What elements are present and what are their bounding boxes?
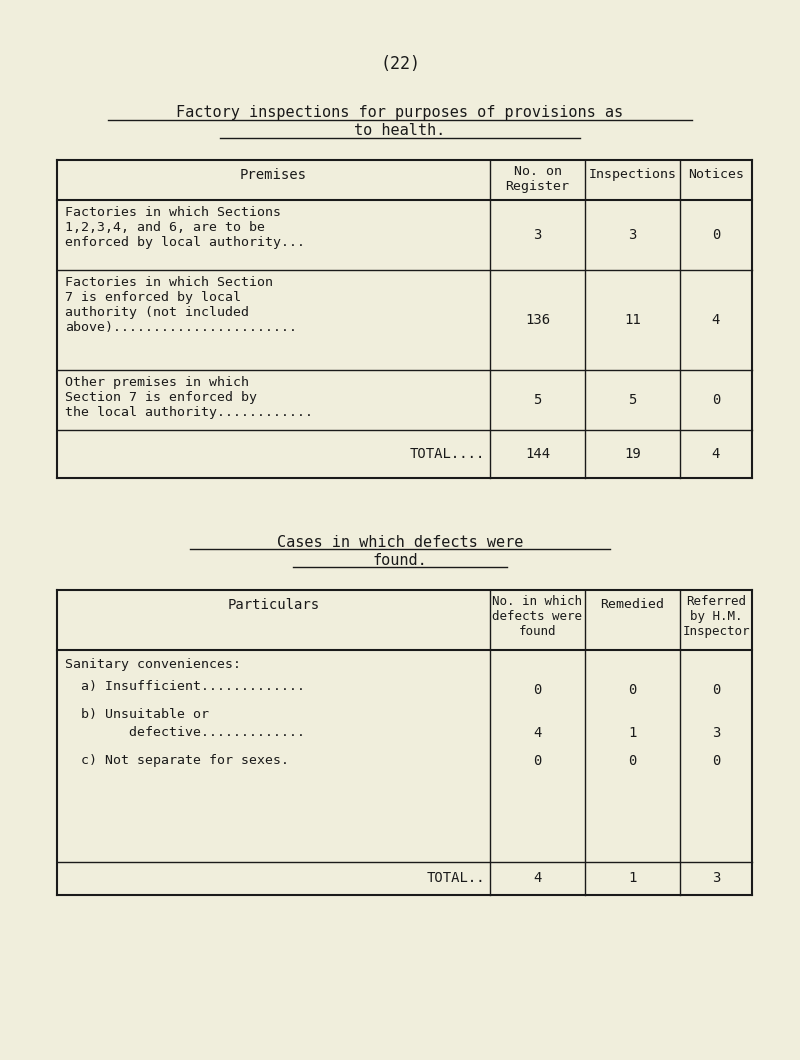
Text: No. in which
defects were
found: No. in which defects were found: [493, 595, 582, 638]
Text: 4: 4: [712, 447, 720, 461]
Text: 0: 0: [534, 683, 542, 697]
Text: Factory inspections for purposes of provisions as: Factory inspections for purposes of prov…: [177, 105, 623, 120]
Text: defective.............: defective.............: [65, 726, 305, 739]
Text: 1: 1: [628, 871, 637, 885]
Text: 5: 5: [534, 393, 542, 407]
Text: c) Not separate for sexes.: c) Not separate for sexes.: [65, 754, 289, 767]
Text: No. on
Register: No. on Register: [506, 165, 570, 193]
Text: 19: 19: [624, 447, 641, 461]
Text: 0: 0: [712, 754, 720, 768]
Text: found.: found.: [373, 553, 427, 568]
Text: 144: 144: [525, 447, 550, 461]
Text: 0: 0: [712, 393, 720, 407]
Text: to health.: to health.: [354, 123, 446, 138]
Text: 3: 3: [712, 726, 720, 740]
Text: Factories in which Section
7 is enforced by local
authority (not included
above): Factories in which Section 7 is enforced…: [65, 276, 297, 334]
Text: 0: 0: [712, 683, 720, 697]
Text: Remedied: Remedied: [601, 598, 665, 611]
Text: 5: 5: [628, 393, 637, 407]
Text: TOTAL....: TOTAL....: [410, 447, 485, 461]
Text: 4: 4: [534, 871, 542, 885]
Text: Cases in which defects were: Cases in which defects were: [277, 535, 523, 550]
Text: 4: 4: [534, 726, 542, 740]
Text: TOTAL..: TOTAL..: [426, 871, 485, 885]
Text: Notices: Notices: [688, 167, 744, 181]
Text: 0: 0: [628, 683, 637, 697]
Text: 3: 3: [628, 228, 637, 242]
Text: Premises: Premises: [240, 167, 307, 182]
Text: a) Insufficient.............: a) Insufficient.............: [65, 681, 305, 693]
Text: b) Unsuitable or: b) Unsuitable or: [65, 708, 209, 721]
Text: (22): (22): [380, 55, 420, 73]
Text: 3: 3: [534, 228, 542, 242]
Text: 1: 1: [628, 726, 637, 740]
Text: Other premises in which
Section 7 is enforced by
the local authority............: Other premises in which Section 7 is enf…: [65, 376, 313, 419]
Text: 0: 0: [628, 754, 637, 768]
Text: Sanitary conveniences:: Sanitary conveniences:: [65, 658, 241, 671]
Text: 4: 4: [712, 313, 720, 326]
Text: Factories in which Sections
1,2,3,4, and 6, are to be
enforced by local authorit: Factories in which Sections 1,2,3,4, and…: [65, 206, 305, 249]
Text: 0: 0: [712, 228, 720, 242]
Text: Inspections: Inspections: [589, 167, 677, 181]
Text: 3: 3: [712, 871, 720, 885]
Text: 0: 0: [534, 754, 542, 768]
Text: Referred
by H.M.
Inspector: Referred by H.M. Inspector: [682, 595, 750, 638]
Text: 136: 136: [525, 313, 550, 326]
Text: Particulars: Particulars: [227, 598, 319, 612]
Text: 11: 11: [624, 313, 641, 326]
